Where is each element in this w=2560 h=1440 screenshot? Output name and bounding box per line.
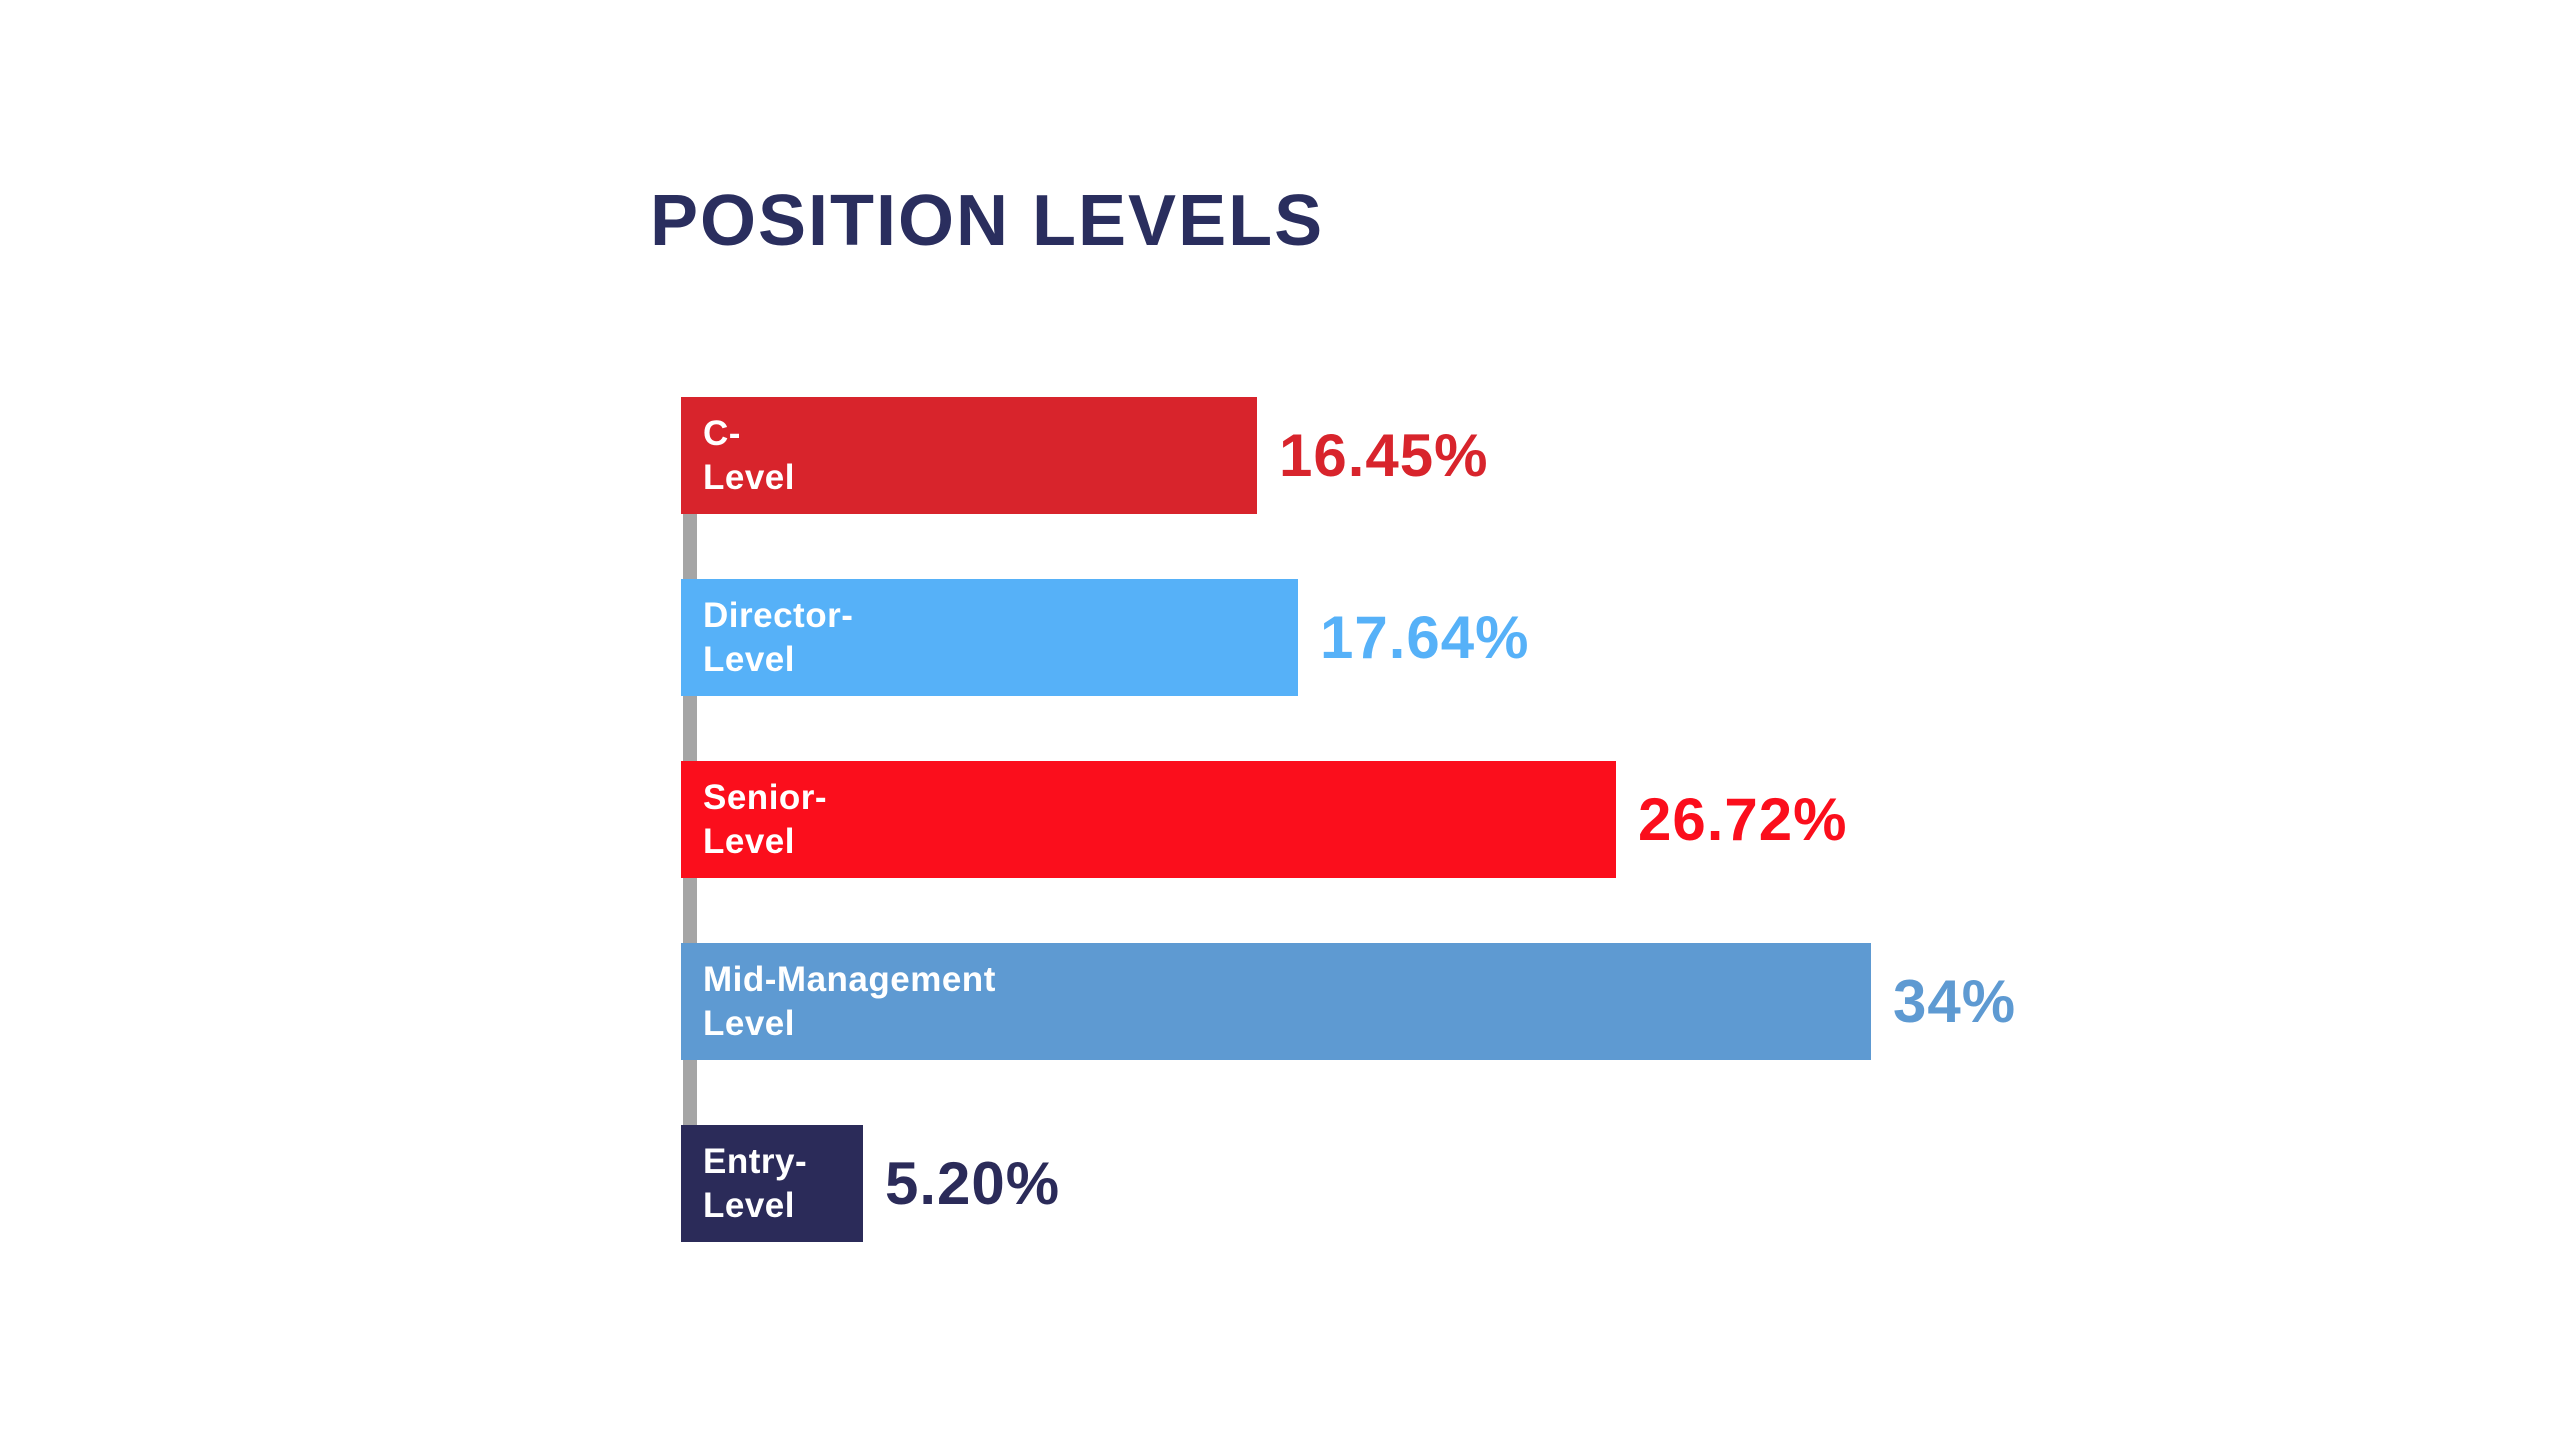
- bar-category-label: Director- Level: [703, 595, 854, 679]
- bar-category-label: Mid-Management Level: [703, 959, 996, 1043]
- bar-row: Mid-Management Level 34%: [681, 943, 2016, 1060]
- bar: Senior- Level: [681, 761, 1616, 878]
- chart-title: POSITION LEVELS: [650, 181, 1325, 261]
- bar-category-label: Senior- Level: [703, 777, 828, 861]
- bar-category-label: C- Level: [703, 413, 795, 497]
- bar: Director- Level: [681, 579, 1298, 696]
- bar-value-label: 34%: [1893, 968, 2017, 1035]
- bar-value-label: 5.20%: [885, 1150, 1061, 1217]
- bar-chart: C- Level 16.45% Director- Level 17.64% S…: [681, 397, 2381, 1297]
- bar-row: Senior- Level 26.72%: [681, 761, 1848, 878]
- bar-row: Entry- Level 5.20%: [681, 1125, 1060, 1242]
- bar-category-label: Entry- Level: [703, 1141, 808, 1225]
- bar-value-label: 17.64%: [1320, 604, 1530, 671]
- bar: Mid-Management Level: [681, 943, 1871, 1060]
- bar-value-label: 26.72%: [1638, 786, 1848, 853]
- bar-row: Director- Level 17.64%: [681, 579, 1530, 696]
- bar-value-label: 16.45%: [1279, 422, 1489, 489]
- bar: Entry- Level: [681, 1125, 863, 1242]
- bar-row: C- Level 16.45%: [681, 397, 1489, 514]
- bar: C- Level: [681, 397, 1257, 514]
